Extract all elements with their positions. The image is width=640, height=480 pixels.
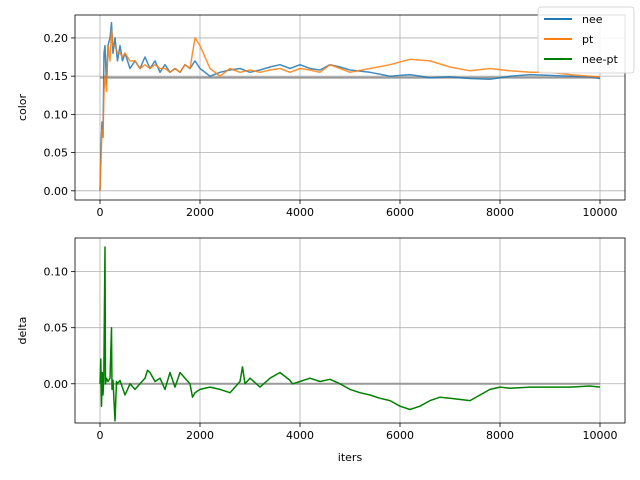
legend: nee pt nee-pt (537, 6, 635, 74)
top-xtick-label-1: 2000 (186, 206, 214, 219)
top-xtick-label-2: 4000 (286, 206, 314, 219)
bottom-ytick-label-1: 0.05 (44, 322, 69, 335)
legend-label-nee-pt: nee-pt (582, 53, 618, 66)
top-ytick-label-0: 0.00 (44, 185, 69, 198)
bottom-xtick-label-1: 2000 (186, 429, 214, 442)
bottom-xlabel: iters (338, 451, 363, 464)
legend-box (537, 6, 635, 74)
bottom-xtick-label-0: 0 (97, 429, 104, 442)
bottom-axes-frame (74, 237, 626, 424)
top-xtick-label-4: 8000 (486, 206, 514, 219)
top-series-pt (99, 29, 601, 191)
bottom-xtick-label-5: 10000 (583, 429, 618, 442)
top-ytick-label-2: 0.10 (44, 108, 69, 121)
bottom-ytick-label-0: 0.00 (44, 378, 69, 391)
top-xtick-label-5: 10000 (583, 206, 618, 219)
top-xtick-label-0: 0 (97, 206, 104, 219)
legend-label-nee: nee (582, 13, 603, 26)
top-plot-color: 0 2000 4000 6000 8000 10000 0.00 0.05 0.10 0.15 0.… (16, 14, 626, 219)
top-xtick-label-3: 6000 (386, 206, 414, 219)
top-ylabel: color (16, 93, 29, 121)
top-ytick-label-3: 0.15 (44, 70, 69, 83)
top-ytick-label-4: 0.20 (44, 32, 69, 45)
bottom-xtick-label-3: 6000 (386, 429, 414, 442)
bottom-xtick-label-4: 8000 (486, 429, 514, 442)
bottom-ytick-label-2: 0.10 (44, 266, 69, 279)
bottom-ylabel: delta (16, 317, 29, 345)
top-axes-frame (74, 14, 626, 201)
bottom-plot-delta: 0 2000 4000 6000 8000 10000 0.00 0.05 0.10 delta i… (16, 237, 626, 464)
legend-label-pt: pt (582, 33, 594, 46)
top-ytick-label-1: 0.05 (44, 147, 69, 160)
bottom-series-nee-pt (99, 246, 601, 422)
bottom-xtick-label-2: 4000 (286, 429, 314, 442)
